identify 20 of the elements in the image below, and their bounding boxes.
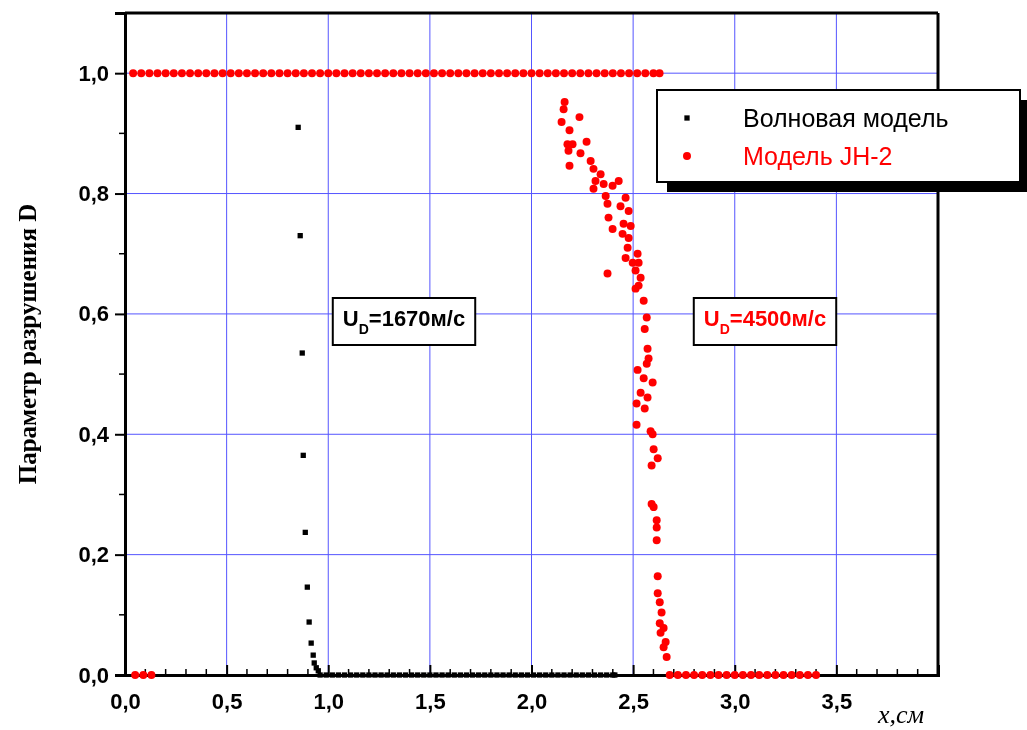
x-tick-label: 0,5 (211, 688, 243, 714)
y-axis-title: Параметр разрушения D (14, 203, 41, 485)
x-tick-label: 2,0 (516, 688, 548, 714)
x-axis-title: x,см (877, 700, 925, 729)
y-tick-label: 1,0 (78, 60, 109, 86)
annotation: U$_{D}$=1670м/с (342, 306, 466, 337)
legend-label: Модель JH-2 (743, 142, 893, 170)
annotation: U$_{D}$=4500м/с (703, 306, 827, 337)
x-tick-label: 0,0 (110, 688, 141, 714)
x-tick-label: 2,5 (618, 688, 649, 714)
y-tick-label: 0,2 (78, 542, 109, 568)
legend-label: Волновая модель (743, 104, 949, 132)
y-tick-label: 0,6 (78, 301, 109, 327)
y-tick-label: 0,0 (78, 662, 109, 688)
x-tick-label: 3,5 (821, 688, 853, 714)
y-tick-label: 0,8 (78, 181, 109, 207)
y-tick-label: 0,4 (78, 421, 110, 447)
x-tick-label: 1,5 (415, 688, 446, 714)
x-tick-label: 1,0 (313, 688, 345, 714)
x-tick-label: 3,0 (719, 688, 751, 714)
